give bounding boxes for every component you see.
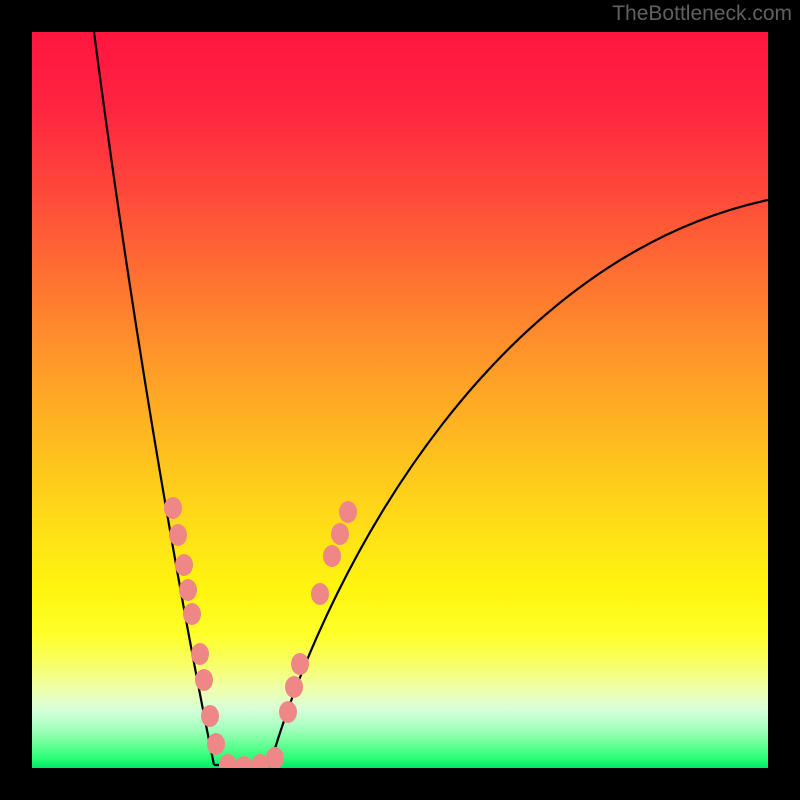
data-marker (183, 603, 201, 625)
data-marker (291, 653, 309, 675)
data-marker (179, 579, 197, 601)
data-marker (235, 756, 253, 768)
data-marker (175, 554, 193, 576)
data-marker (201, 705, 219, 727)
markers-trough (219, 747, 284, 768)
data-marker (311, 583, 329, 605)
data-marker (339, 501, 357, 523)
markers-right (279, 501, 357, 723)
data-marker (331, 523, 349, 545)
data-marker (195, 669, 213, 691)
data-marker (266, 747, 284, 768)
data-marker (285, 676, 303, 698)
watermark-text: TheBottleneck.com (612, 2, 792, 26)
data-marker (207, 733, 225, 755)
right-curve (270, 200, 768, 765)
data-marker (323, 545, 341, 567)
data-marker (279, 701, 297, 723)
data-marker (191, 643, 209, 665)
data-marker (219, 754, 237, 768)
data-marker (164, 497, 182, 519)
markers-left (164, 497, 225, 755)
data-marker (169, 524, 187, 546)
plot-frame (32, 32, 768, 768)
plot-svg (32, 32, 768, 768)
